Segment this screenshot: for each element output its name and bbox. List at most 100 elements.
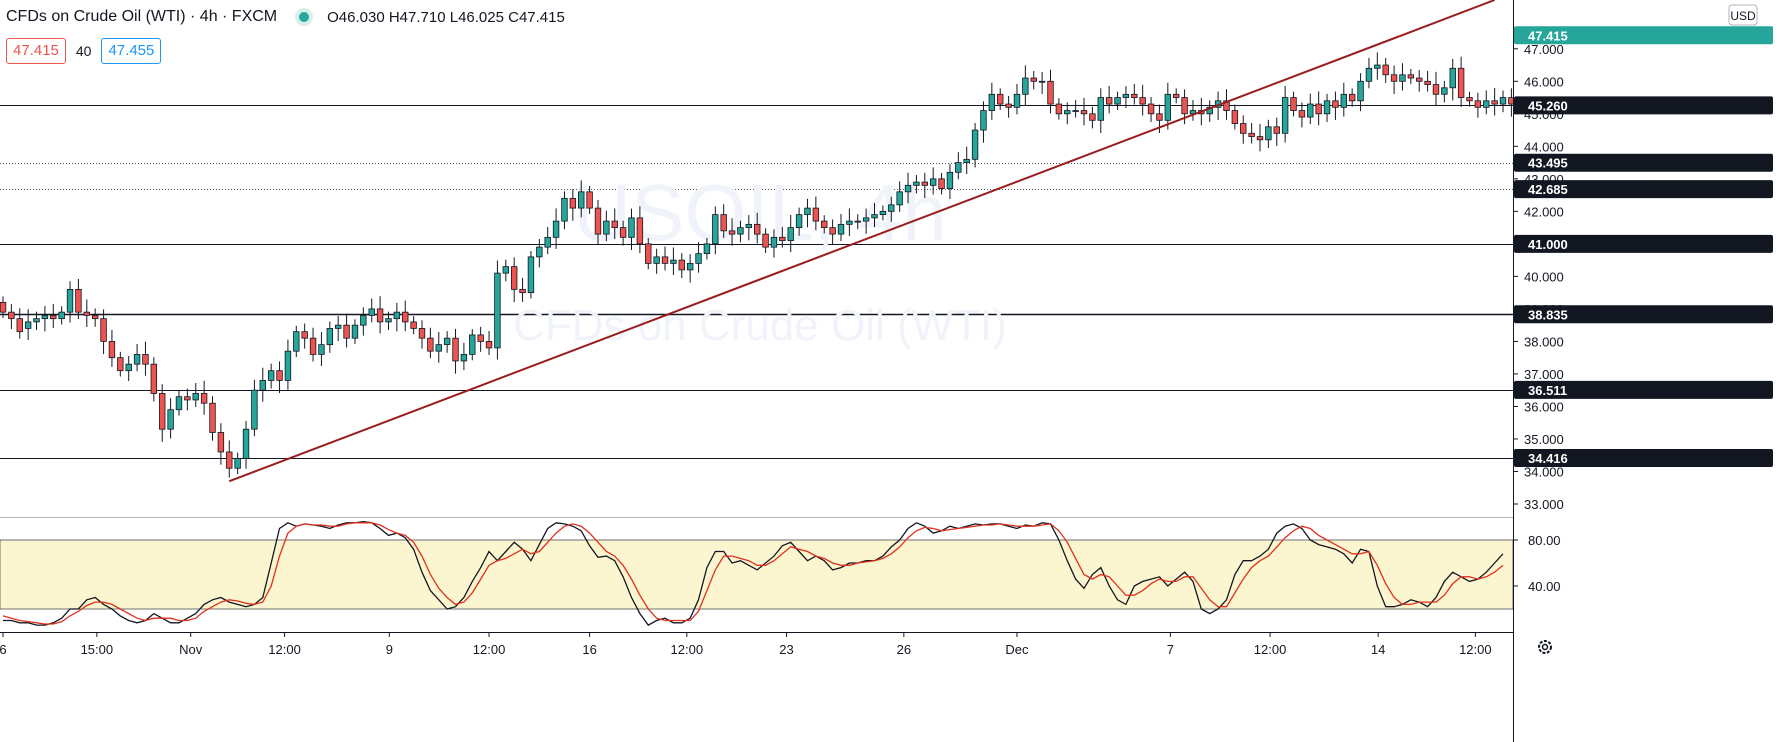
- candle[interactable]: [8, 304, 15, 330]
- candle[interactable]: [728, 218, 736, 246]
- buy-button[interactable]: 47.455: [101, 38, 162, 64]
- candle[interactable]: [569, 189, 577, 221]
- candle[interactable]: [209, 396, 216, 441]
- candle[interactable]: [578, 180, 585, 218]
- candle[interactable]: [1173, 88, 1180, 104]
- candle[interactable]: [670, 247, 677, 275]
- candle[interactable]: [754, 212, 761, 244]
- candle[interactable]: [175, 390, 183, 416]
- candle[interactable]: [100, 309, 107, 355]
- candle[interactable]: [0, 296, 7, 319]
- candle[interactable]: [1038, 72, 1046, 94]
- candle[interactable]: [510, 257, 518, 303]
- candle[interactable]: [1256, 123, 1264, 152]
- candle[interactable]: [519, 277, 526, 302]
- candle[interactable]: [1424, 70, 1431, 92]
- candle[interactable]: [351, 319, 359, 345]
- candle[interactable]: [1013, 83, 1021, 115]
- candle[interactable]: [1399, 63, 1406, 91]
- candle[interactable]: [1206, 100, 1213, 122]
- candle[interactable]: [971, 123, 979, 168]
- candle[interactable]: [376, 296, 384, 334]
- candle[interactable]: [1382, 58, 1389, 83]
- candle[interactable]: [1022, 65, 1029, 106]
- candle[interactable]: [494, 260, 501, 360]
- candle[interactable]: [133, 344, 141, 372]
- candle[interactable]: [393, 302, 401, 332]
- candle[interactable]: [167, 398, 174, 439]
- candle[interactable]: [619, 220, 627, 246]
- candle[interactable]: [837, 213, 845, 242]
- candle[interactable]: [955, 152, 962, 180]
- candle[interactable]: [1273, 117, 1280, 146]
- candle[interactable]: [75, 278, 82, 320]
- candle[interactable]: [1315, 91, 1322, 126]
- candle[interactable]: [1080, 97, 1088, 126]
- candle[interactable]: [1240, 115, 1247, 144]
- candle[interactable]: [334, 315, 342, 342]
- candle[interactable]: [779, 226, 786, 248]
- candle[interactable]: [368, 298, 375, 323]
- candle[interactable]: [1416, 69, 1423, 92]
- settings-gear-icon[interactable]: [1538, 640, 1552, 654]
- candle[interactable]: [636, 206, 644, 254]
- candle[interactable]: [410, 316, 417, 335]
- price-label[interactable]: 47.415: [1514, 26, 1773, 45]
- candle[interactable]: [686, 254, 694, 283]
- candle[interactable]: [812, 196, 820, 231]
- candle[interactable]: [1005, 95, 1012, 118]
- candle[interactable]: [402, 300, 409, 332]
- candle[interactable]: [485, 331, 493, 355]
- candle[interactable]: [854, 214, 861, 230]
- candle[interactable]: [929, 167, 937, 195]
- candle[interactable]: [226, 440, 233, 478]
- candle[interactable]: [41, 306, 49, 332]
- candle[interactable]: [1105, 86, 1113, 114]
- price-label[interactable]: 38.835: [1514, 305, 1773, 324]
- candle[interactable]: [1365, 57, 1373, 89]
- candle[interactable]: [460, 342, 468, 371]
- candle[interactable]: [1390, 65, 1398, 94]
- candle[interactable]: [83, 299, 90, 327]
- candle[interactable]: [1332, 91, 1339, 120]
- candle[interactable]: [1323, 93, 1331, 122]
- candle[interactable]: [988, 82, 996, 120]
- candle[interactable]: [770, 229, 778, 258]
- candle[interactable]: [1491, 88, 1498, 116]
- candle[interactable]: [795, 207, 803, 236]
- candle[interactable]: [1432, 71, 1440, 106]
- candle[interactable]: [561, 191, 568, 230]
- candle[interactable]: [1466, 91, 1473, 107]
- candle[interactable]: [91, 308, 99, 327]
- candle[interactable]: [720, 204, 727, 238]
- candle[interactable]: [745, 215, 753, 241]
- candle[interactable]: [200, 380, 208, 415]
- candle[interactable]: [1122, 86, 1130, 108]
- candle[interactable]: [343, 313, 350, 348]
- candle[interactable]: [804, 198, 811, 228]
- candle[interactable]: [469, 329, 476, 361]
- candle[interactable]: [1223, 89, 1230, 120]
- candle[interactable]: [552, 208, 560, 249]
- candle[interactable]: [527, 251, 535, 299]
- candle[interactable]: [846, 208, 853, 236]
- candle[interactable]: [50, 303, 57, 328]
- candle[interactable]: [117, 351, 124, 377]
- candle[interactable]: [1114, 91, 1121, 110]
- price-label[interactable]: 41.000: [1514, 234, 1773, 253]
- candle[interactable]: [1064, 102, 1071, 125]
- trendline[interactable]: [228, 0, 1495, 483]
- candle[interactable]: [276, 361, 283, 394]
- candle[interactable]: [787, 214, 794, 253]
- candle[interactable]: [1248, 122, 1255, 144]
- candle[interactable]: [326, 321, 334, 353]
- candle[interactable]: [1047, 69, 1054, 114]
- candle[interactable]: [1483, 90, 1490, 115]
- candle[interactable]: [896, 181, 903, 212]
- candle[interactable]: [1340, 82, 1347, 117]
- candle[interactable]: [284, 339, 292, 390]
- candle[interactable]: [1441, 80, 1448, 103]
- candle[interactable]: [829, 219, 836, 245]
- candle[interactable]: [33, 311, 40, 331]
